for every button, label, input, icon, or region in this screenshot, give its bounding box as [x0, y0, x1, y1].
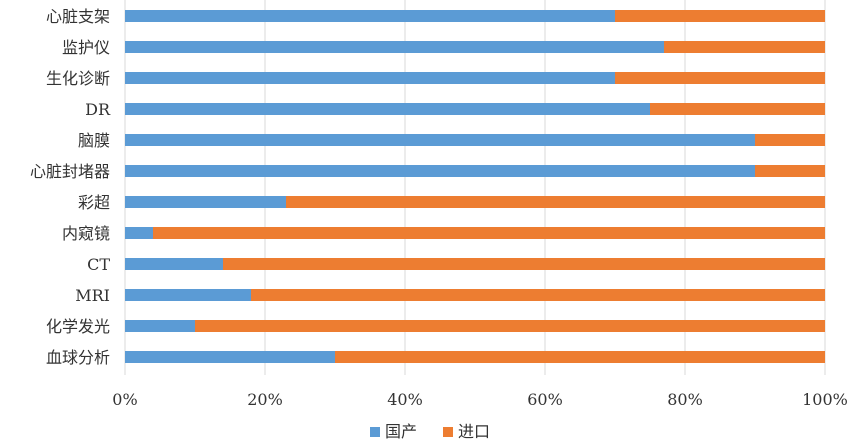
- bar-domestic: [125, 10, 615, 22]
- category-label: CT: [87, 255, 110, 274]
- bar-import: [223, 258, 825, 270]
- legend-swatch-import: [443, 427, 453, 437]
- x-tick-label: 100%: [802, 390, 848, 409]
- category-label: 化学发光: [46, 317, 110, 336]
- x-tick-label: 40%: [387, 390, 423, 409]
- category-label: 监护仪: [62, 38, 110, 57]
- bar-domestic: [125, 165, 755, 177]
- bar-domestic: [125, 227, 153, 239]
- bar-domestic: [125, 351, 335, 363]
- legend: 国产 进口: [370, 422, 490, 441]
- bars: [125, 10, 825, 363]
- category-label: DR: [85, 100, 111, 119]
- bar-domestic: [125, 289, 251, 301]
- bar-domestic: [125, 196, 286, 208]
- x-tick-label: 20%: [247, 390, 283, 409]
- bar-import: [251, 289, 825, 301]
- bar-domestic: [125, 134, 755, 146]
- category-label: 血球分析: [46, 348, 110, 367]
- bar-import: [755, 165, 825, 177]
- x-tick-label: 60%: [527, 390, 563, 409]
- legend-swatch-domestic: [370, 427, 380, 437]
- bar-domestic: [125, 258, 223, 270]
- bar-domestic: [125, 41, 664, 53]
- bar-domestic: [125, 72, 615, 84]
- category-label: 脑膜: [78, 131, 110, 150]
- gridlines: [124, 0, 826, 375]
- category-label: MRI: [75, 286, 110, 305]
- category-label: 内窥镜: [62, 224, 110, 243]
- x-tick-label: 80%: [667, 390, 703, 409]
- bar-import: [615, 10, 825, 22]
- bar-domestic: [125, 320, 195, 332]
- x-axis-tick-labels: 0% 20% 40% 60% 80% 100%: [112, 390, 848, 409]
- category-label: 心脏支架: [46, 7, 110, 26]
- bar-import: [664, 41, 825, 53]
- legend-label-import: 进口: [458, 422, 490, 441]
- category-label: 彩超: [78, 193, 110, 212]
- bar-import: [615, 72, 825, 84]
- bar-import: [335, 351, 825, 363]
- category-label: 生化诊断: [46, 69, 110, 88]
- bar-import: [153, 227, 825, 239]
- x-tick-label: 0%: [112, 390, 137, 409]
- category-label: 心脏封堵器: [30, 162, 110, 181]
- bar-import: [650, 103, 825, 115]
- bar-import: [286, 196, 825, 208]
- legend-label-domestic: 国产: [385, 422, 417, 441]
- bar-import: [195, 320, 825, 332]
- bar-domestic: [125, 103, 650, 115]
- bar-import: [755, 134, 825, 146]
